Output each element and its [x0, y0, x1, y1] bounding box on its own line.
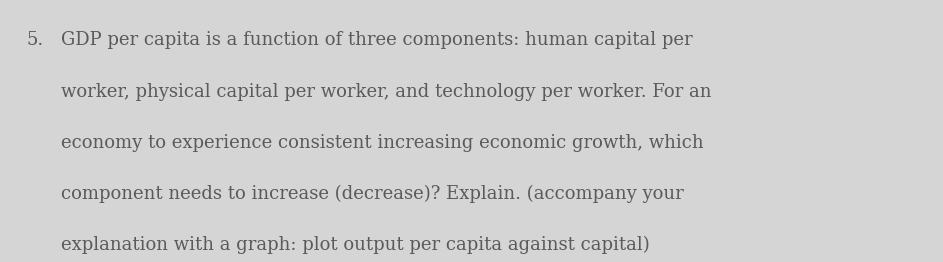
Text: economy to experience consistent increasing economic growth, which: economy to experience consistent increas… [61, 134, 703, 152]
Text: component needs to increase (decrease)? Explain. (accompany your: component needs to increase (decrease)? … [61, 185, 684, 203]
Text: worker, physical capital per worker, and technology per worker. For an: worker, physical capital per worker, and… [61, 83, 712, 101]
Text: GDP per capita is a function of three components: human capital per: GDP per capita is a function of three co… [61, 31, 693, 50]
Text: explanation with a graph: plot output per capita against capital): explanation with a graph: plot output pe… [61, 236, 650, 254]
Text: 5.: 5. [26, 31, 43, 50]
